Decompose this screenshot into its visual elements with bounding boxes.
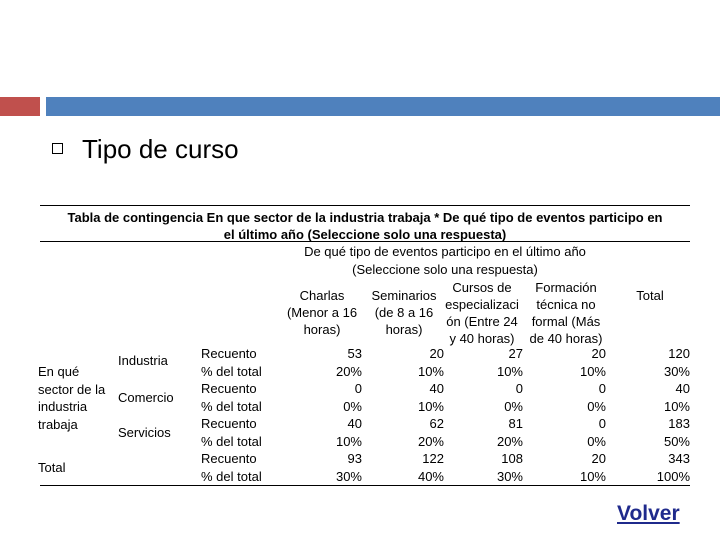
percent-cell: 50% [663,433,690,449]
square-bullet-icon [52,143,63,154]
percent-cell: 0% [343,398,362,414]
column-header-4-line-1: Formación [535,280,597,295]
percent-cell: 10% [417,398,444,414]
percent-cell: 30% [496,468,523,484]
column-header-1-line-2: (Menor a 16 [286,305,358,320]
count-cell: 183 [668,416,690,431]
accent-bar-red [0,97,40,116]
column-header-4-line-2: técnica no [536,297,596,312]
column-header-3-line-3: ón (Entre 24 [446,314,518,329]
count-cell: 81 [508,416,523,431]
table-title: Tabla de contingencia En que sector de l… [40,209,690,243]
slide-title: Tipo de curso [82,134,239,164]
count-cell: 20 [429,346,444,361]
percent-cell: 100% [656,468,690,484]
table-header-rule [40,241,690,242]
percent-cell: 0% [504,398,523,414]
row-group-label-line-1: En qué [38,364,80,379]
count-label: Recuento [201,346,257,361]
percent-cell: 30% [335,468,362,484]
count-label: Recuento [201,381,257,396]
percent-label: % del total [201,398,262,414]
percent-cell: 20% [496,433,523,449]
column-header-3-line-1: Cursos de [452,280,512,295]
count-cell: 108 [501,451,523,466]
percent-cell: 10% [579,363,606,379]
row-group-label-line-4: trabaja [38,416,78,432]
count-cell: 40 [675,381,690,396]
count-cell: 27 [508,346,523,361]
accent-bar-blue [46,97,720,116]
count-cell: 20 [591,346,606,361]
count-cell: 53 [347,346,362,361]
row-group-label-line-3: industria [38,399,88,414]
column-group-header-line-1: De qué tipo de eventos participo en el ú… [304,244,586,259]
count-cell: 62 [429,416,444,431]
count-cell: 122 [422,451,444,466]
percent-cell: 10% [663,398,690,414]
count-cell: 20 [591,451,606,466]
table-title-line-1: Tabla de contingencia En que sector de l… [67,210,663,225]
count-cell: 343 [668,451,690,466]
percent-cell: 30% [663,363,690,379]
column-header-4-line-3: formal (Más [531,314,601,329]
column-header-2-line-3: horas) [385,322,423,337]
percent-cell: 10% [335,433,362,449]
table-bottom-rule [40,485,690,486]
count-cell: 93 [347,451,362,466]
percent-cell: 10% [417,363,444,379]
count-cell: 0 [515,381,523,396]
column-header-2-line-1: Seminarios [371,288,437,303]
back-link[interactable]: Volver [617,502,680,525]
column-header-total: Total [636,288,664,303]
percent-label: % del total [201,468,262,484]
percent-label: % del total [201,363,262,379]
count-cell: 0 [598,416,606,431]
percent-cell: 10% [496,363,523,379]
row-label-comercio: Comercio [118,390,174,405]
count-label: Recuento [201,416,257,431]
row-label-servicios: Servicios [118,425,171,440]
count-cell: 40 [347,416,362,431]
column-header-3-line-2: especializaci [445,297,519,312]
column-header-3-line-4: y 40 horas) [449,331,515,346]
column-header-4-line-4: de 40 horas) [529,331,603,346]
percent-label: % del total [201,433,262,449]
table-top-rule [40,205,690,206]
count-cell: 0 [598,381,606,396]
column-header-2-line-2: (de 8 a 16 [374,305,434,320]
row-group-label-line-2: sector de la [38,381,106,397]
count-label: Recuento [201,451,257,466]
percent-cell: 40% [417,468,444,484]
percent-cell: 20% [417,433,444,449]
row-label-industria: Industria [118,353,168,368]
percent-cell: 0% [587,398,606,414]
percent-cell: 10% [579,468,606,484]
total-row-label: Total [38,460,66,475]
percent-cell: 20% [335,363,362,379]
column-header-1-line-3: horas) [303,322,341,337]
column-header-1-line-1: Charlas [299,288,345,303]
table-title-line-2: el último año (Seleccione solo una respu… [223,227,507,242]
column-group-header-line-2: (Seleccione solo una respuesta) [352,262,538,277]
count-cell: 0 [354,381,362,396]
percent-cell: 0% [587,433,606,449]
count-cell: 40 [429,381,444,396]
count-cell: 120 [668,346,690,361]
